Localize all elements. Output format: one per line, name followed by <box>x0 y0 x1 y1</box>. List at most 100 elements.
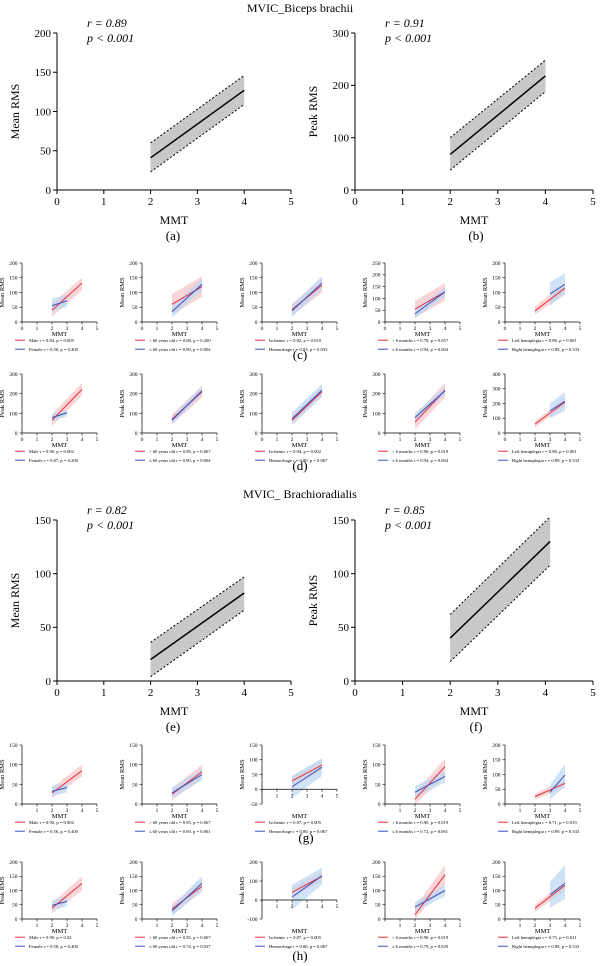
x-tick-label-d2-5: 5 <box>216 437 219 443</box>
legend-label-g4-0: > 6 months r = 0.90, p = 0.019 <box>392 820 449 826</box>
y-tick-label-g3-1: 0 <box>255 787 258 793</box>
y-axis-label-a: Mean RMS <box>8 84 22 140</box>
y-tick-label-h2-4: 200 <box>129 860 138 866</box>
x-axis-label-g2: MMT <box>172 813 188 820</box>
regression-line-h5-1 <box>549 882 566 896</box>
y-tick-label-d2-2: 200 <box>129 392 138 398</box>
y-tick-label-d4-1: 100 <box>372 411 381 417</box>
x-tick-label-g4-4: 4 <box>444 808 447 814</box>
x-tick-label-c5-5: 5 <box>579 326 582 332</box>
x-tick-label-d3-5: 5 <box>336 437 339 443</box>
y-tick-label-d1-1: 100 <box>9 411 18 417</box>
y-axis-label-d2: Peak RMS <box>119 389 126 417</box>
y-axis-label-c1: Mean RMS <box>0 277 6 308</box>
regression-line-c4-0 <box>414 291 446 310</box>
x-tick-label-c3-2: 2 <box>291 326 294 332</box>
x-tick-label-c1-5: 5 <box>96 326 99 332</box>
x-tick-label-d5-0: 0 <box>504 437 507 443</box>
y-tick-label-c2-2: 100 <box>129 290 138 296</box>
regression-line-g2-1 <box>171 774 203 794</box>
x-tick-label-g2-5: 5 <box>216 808 219 814</box>
x-tick-label-h1-3: 3 <box>66 923 69 929</box>
x-tick-label-d1-0: 0 <box>21 437 24 443</box>
annotation-p-a: p < 0.001 <box>86 31 134 45</box>
regression-line-d2-1 <box>171 390 203 421</box>
x-tick-label-d3-3: 3 <box>306 437 309 443</box>
legend-label-c4-0: > 6 months r = 0.78, p = 0.057 <box>392 338 449 344</box>
chart-d5: 0 1 2 3 4 5 0 100 200 300 400 MMT Peak RMS Left hemip… <box>482 372 582 464</box>
x-tick-label-c5-2: 2 <box>534 326 537 332</box>
x-tick-label-g1-2: 2 <box>51 808 54 814</box>
legend-label-h2-1: ≤ 60 years old r = 0.74, p = 0.037 <box>149 944 211 950</box>
y-tick-label-c1-0: 0 <box>15 320 18 326</box>
regression-line-c2-0 <box>171 286 203 305</box>
band-upper-edge-b <box>449 59 546 139</box>
y-tick-label-c2-0: 0 <box>135 320 138 326</box>
y-tick-label-c5-1: 50 <box>495 305 501 311</box>
y-tick-label-g2-2: 100 <box>129 763 138 769</box>
y-tick-label-h3-3: 200 <box>249 860 258 866</box>
y-tick-label-g1-0: 0 <box>15 802 18 808</box>
x-tick-label-f-5: 5 <box>590 687 596 699</box>
regression-line-e-0 <box>150 592 245 661</box>
y-tick-label-g1-3: 150 <box>9 743 18 749</box>
regression-line-h5-0 <box>534 884 566 909</box>
x-tick-label-c5-4: 4 <box>564 326 567 332</box>
legend-label-h1-0: Male r = 0.90, p = 0.02 <box>29 935 72 941</box>
x-tick-label-h3-4: 4 <box>321 904 324 910</box>
confidence-band-h2-1 <box>172 876 202 917</box>
regression-line-c2-1 <box>171 283 203 313</box>
chart-g3: 1 2 3 4 5 -50 0 50 100 150 MMT Mean RMS Ischemic r =… <box>239 743 339 835</box>
x-tick-label-c3-4: 4 <box>321 326 324 332</box>
legend-label-g4-1: ≤ 6 months r = 0.72, p = 0.061 <box>392 829 449 835</box>
regression-line-d1-1 <box>51 412 68 419</box>
x-tick-label-c2-3: 3 <box>186 326 189 332</box>
x-tick-label-b-4: 4 <box>543 196 549 208</box>
x-tick-label-c4-4: 4 <box>444 326 447 332</box>
chart-b: 0 1 2 3 4 5 0 100 200 300 MMT Peak RMS r = 0.91p < 0… <box>306 16 596 227</box>
x-tick-label-g4-2: 2 <box>414 808 417 814</box>
legend-label-d1-1: Female r = 0.87, p = 0.200 <box>29 458 79 464</box>
legend-label-d4-0: > 6 months r = 0.90, p = 0.019 <box>392 449 449 455</box>
y-tick-label-d3-1: 100 <box>249 411 258 417</box>
x-tick-label-d4-1: 1 <box>399 437 402 443</box>
chart-d1: 0 1 2 3 4 5 0 100 200 300 MMT Peak RMS Male r = 0.90… <box>0 372 99 464</box>
y-tick-label-b-3: 300 <box>333 28 350 40</box>
x-tick-label-b-3: 3 <box>495 196 501 208</box>
y-axis-label-b: Peak RMS <box>306 86 320 138</box>
y-tick-label-h3-1: 0 <box>255 898 258 904</box>
y-axis-label-h5: Peak RMS <box>482 876 489 904</box>
x-tick-label-d5-4: 4 <box>564 437 567 443</box>
y-axis-label-c5: Mean RMS <box>482 277 489 308</box>
y-axis-label-f: Peak RMS <box>306 575 320 627</box>
y-axis-label-h2: Peak RMS <box>119 876 126 904</box>
y-tick-label-d5-2: 200 <box>492 401 501 407</box>
x-axis-label-a: MMT <box>160 213 189 227</box>
y-tick-label-h4-0: 0 <box>378 917 381 923</box>
x-tick-label-c1-1: 1 <box>36 326 39 332</box>
x-tick-label-h4-4: 4 <box>444 923 447 929</box>
y-axis-label-g4: Mean RMS <box>362 759 369 790</box>
x-tick-label-h4-5: 5 <box>459 923 462 929</box>
y-tick-label-c3-0: 0 <box>255 320 258 326</box>
chart-d2: 0 1 2 3 4 5 0 100 200 300 MMT Peak RMS > 60 years ol… <box>119 372 219 464</box>
x-tick-label-d5-1: 1 <box>519 437 522 443</box>
x-tick-label-g4-3: 3 <box>429 808 432 814</box>
y-tick-label-c1-4: 200 <box>9 261 18 267</box>
y-tick-label-c2-4: 200 <box>129 261 138 267</box>
x-tick-label-d1-1: 1 <box>36 437 39 443</box>
regression-line-d3-1 <box>291 389 323 420</box>
y-tick-label-b-2: 200 <box>333 80 350 92</box>
regression-line-c5-1 <box>549 283 566 295</box>
legend-label-h4-0: > 6 months r = 0.90, p = 0.019 <box>392 935 449 941</box>
x-tick-label-g5-3: 3 <box>549 808 552 814</box>
legend-label-h3-0: Ischemic r = 0.87, p = 0.005 <box>269 935 322 941</box>
legend-label-d1-0: Male r = 0.90, p = 0.002 <box>29 449 75 455</box>
y-tick-label-h5-4: 200 <box>492 860 501 866</box>
y-axis-label-g1: Mean RMS <box>0 759 6 790</box>
